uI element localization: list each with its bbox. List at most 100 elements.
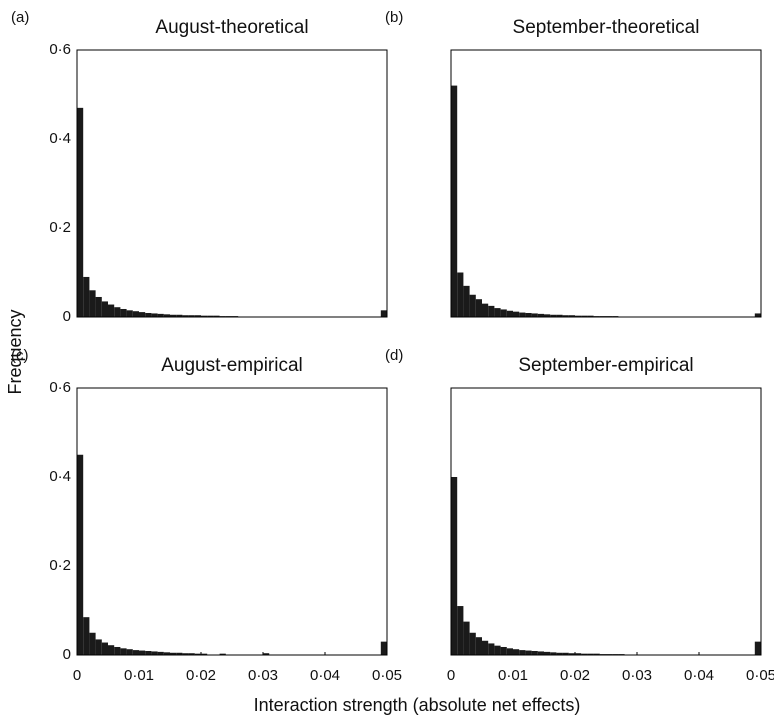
x-axis-label: Interaction strength (absolute net effec…: [254, 695, 581, 715]
bar: [587, 315, 594, 317]
bar: [544, 651, 551, 655]
bar: [89, 632, 96, 655]
y-tick-label: 0·6: [49, 41, 71, 58]
bar: [525, 312, 532, 317]
y-axis-label: Frequency: [5, 309, 25, 394]
panel-label: (a): [11, 9, 29, 26]
plot-frame: [76, 49, 388, 318]
plot-frame: [450, 387, 762, 656]
bar: [556, 652, 563, 655]
bar: [506, 648, 513, 655]
bar: [188, 315, 195, 317]
bar: [500, 309, 507, 317]
bar: [219, 653, 226, 655]
bar: [482, 640, 489, 655]
bar: [513, 311, 520, 317]
bar: [163, 652, 170, 655]
bar: [151, 651, 158, 655]
bar: [170, 314, 177, 317]
bar: [482, 303, 489, 317]
x-tick-label: 0·05: [746, 667, 774, 684]
y-tick-label: 0: [63, 308, 71, 325]
bar: [213, 315, 220, 317]
bar: [101, 642, 108, 655]
x-tick-label: 0: [447, 667, 455, 684]
bar: [457, 606, 464, 655]
y-tick-label: 0·6: [49, 379, 71, 396]
bar: [531, 650, 538, 655]
bar: [170, 652, 177, 655]
bar: [95, 296, 102, 317]
bar: [531, 313, 538, 317]
bar: [488, 643, 495, 655]
bar: [157, 651, 164, 655]
bar: [550, 314, 557, 317]
x-tick-label: 0·04: [310, 667, 340, 684]
bar: [108, 645, 115, 655]
bar: [114, 646, 121, 655]
bar: [475, 299, 482, 317]
bar: [550, 652, 557, 655]
bar: [537, 313, 544, 317]
bar: [562, 652, 569, 655]
y-tick-label: 0: [63, 646, 71, 663]
bar: [475, 637, 482, 655]
bar: [176, 652, 183, 655]
bar: [157, 313, 164, 317]
bar: [188, 653, 195, 655]
bar: [182, 653, 189, 655]
x-tick-label: 0: [73, 667, 81, 684]
bar: [494, 308, 501, 317]
bar: [151, 313, 158, 317]
bar: [132, 650, 139, 655]
bar: [488, 305, 495, 317]
bar: [568, 315, 575, 317]
bar: [114, 307, 121, 317]
bar: [194, 653, 201, 655]
x-tick-label: 0·05: [372, 667, 402, 684]
bar: [525, 650, 532, 655]
x-tick-label: 0·02: [560, 667, 590, 684]
bar: [469, 294, 476, 317]
x-tick-label: 0·01: [124, 667, 154, 684]
bar: [506, 310, 513, 317]
bar: [207, 315, 214, 317]
bar: [77, 107, 84, 317]
x-tick-label: 0·02: [186, 667, 216, 684]
x-tick-label: 0·03: [248, 667, 278, 684]
bar: [126, 649, 133, 655]
y-tick-label: 0·2: [49, 219, 71, 236]
bar: [463, 621, 470, 655]
bar: [126, 310, 133, 317]
plot-frame: [450, 49, 762, 318]
bar: [77, 454, 84, 655]
x-tick-label: 0·03: [622, 667, 652, 684]
bar: [263, 653, 270, 655]
bar: [575, 653, 582, 655]
bar: [380, 310, 387, 317]
bar: [95, 639, 102, 655]
bar: [201, 653, 208, 655]
y-tick-label: 0·4: [49, 468, 71, 485]
bar: [120, 648, 127, 655]
bar: [163, 314, 170, 317]
bar: [581, 653, 588, 655]
x-tick-label: 0·01: [498, 667, 528, 684]
panel-label: (b): [385, 9, 403, 26]
bar: [587, 653, 594, 655]
bar: [145, 650, 152, 655]
bar: [457, 272, 464, 317]
bar: [139, 650, 146, 655]
bar: [101, 301, 108, 317]
chart-title: September-empirical: [518, 355, 693, 376]
bar: [754, 313, 761, 317]
chart-title: September-theoretical: [513, 17, 700, 38]
bar: [83, 276, 90, 317]
bar: [194, 315, 201, 317]
y-tick-label: 0·4: [49, 130, 71, 147]
bar: [182, 315, 189, 317]
bar: [537, 651, 544, 655]
x-tick-label: 0·04: [684, 667, 714, 684]
bar: [556, 314, 563, 317]
bar: [463, 285, 470, 317]
